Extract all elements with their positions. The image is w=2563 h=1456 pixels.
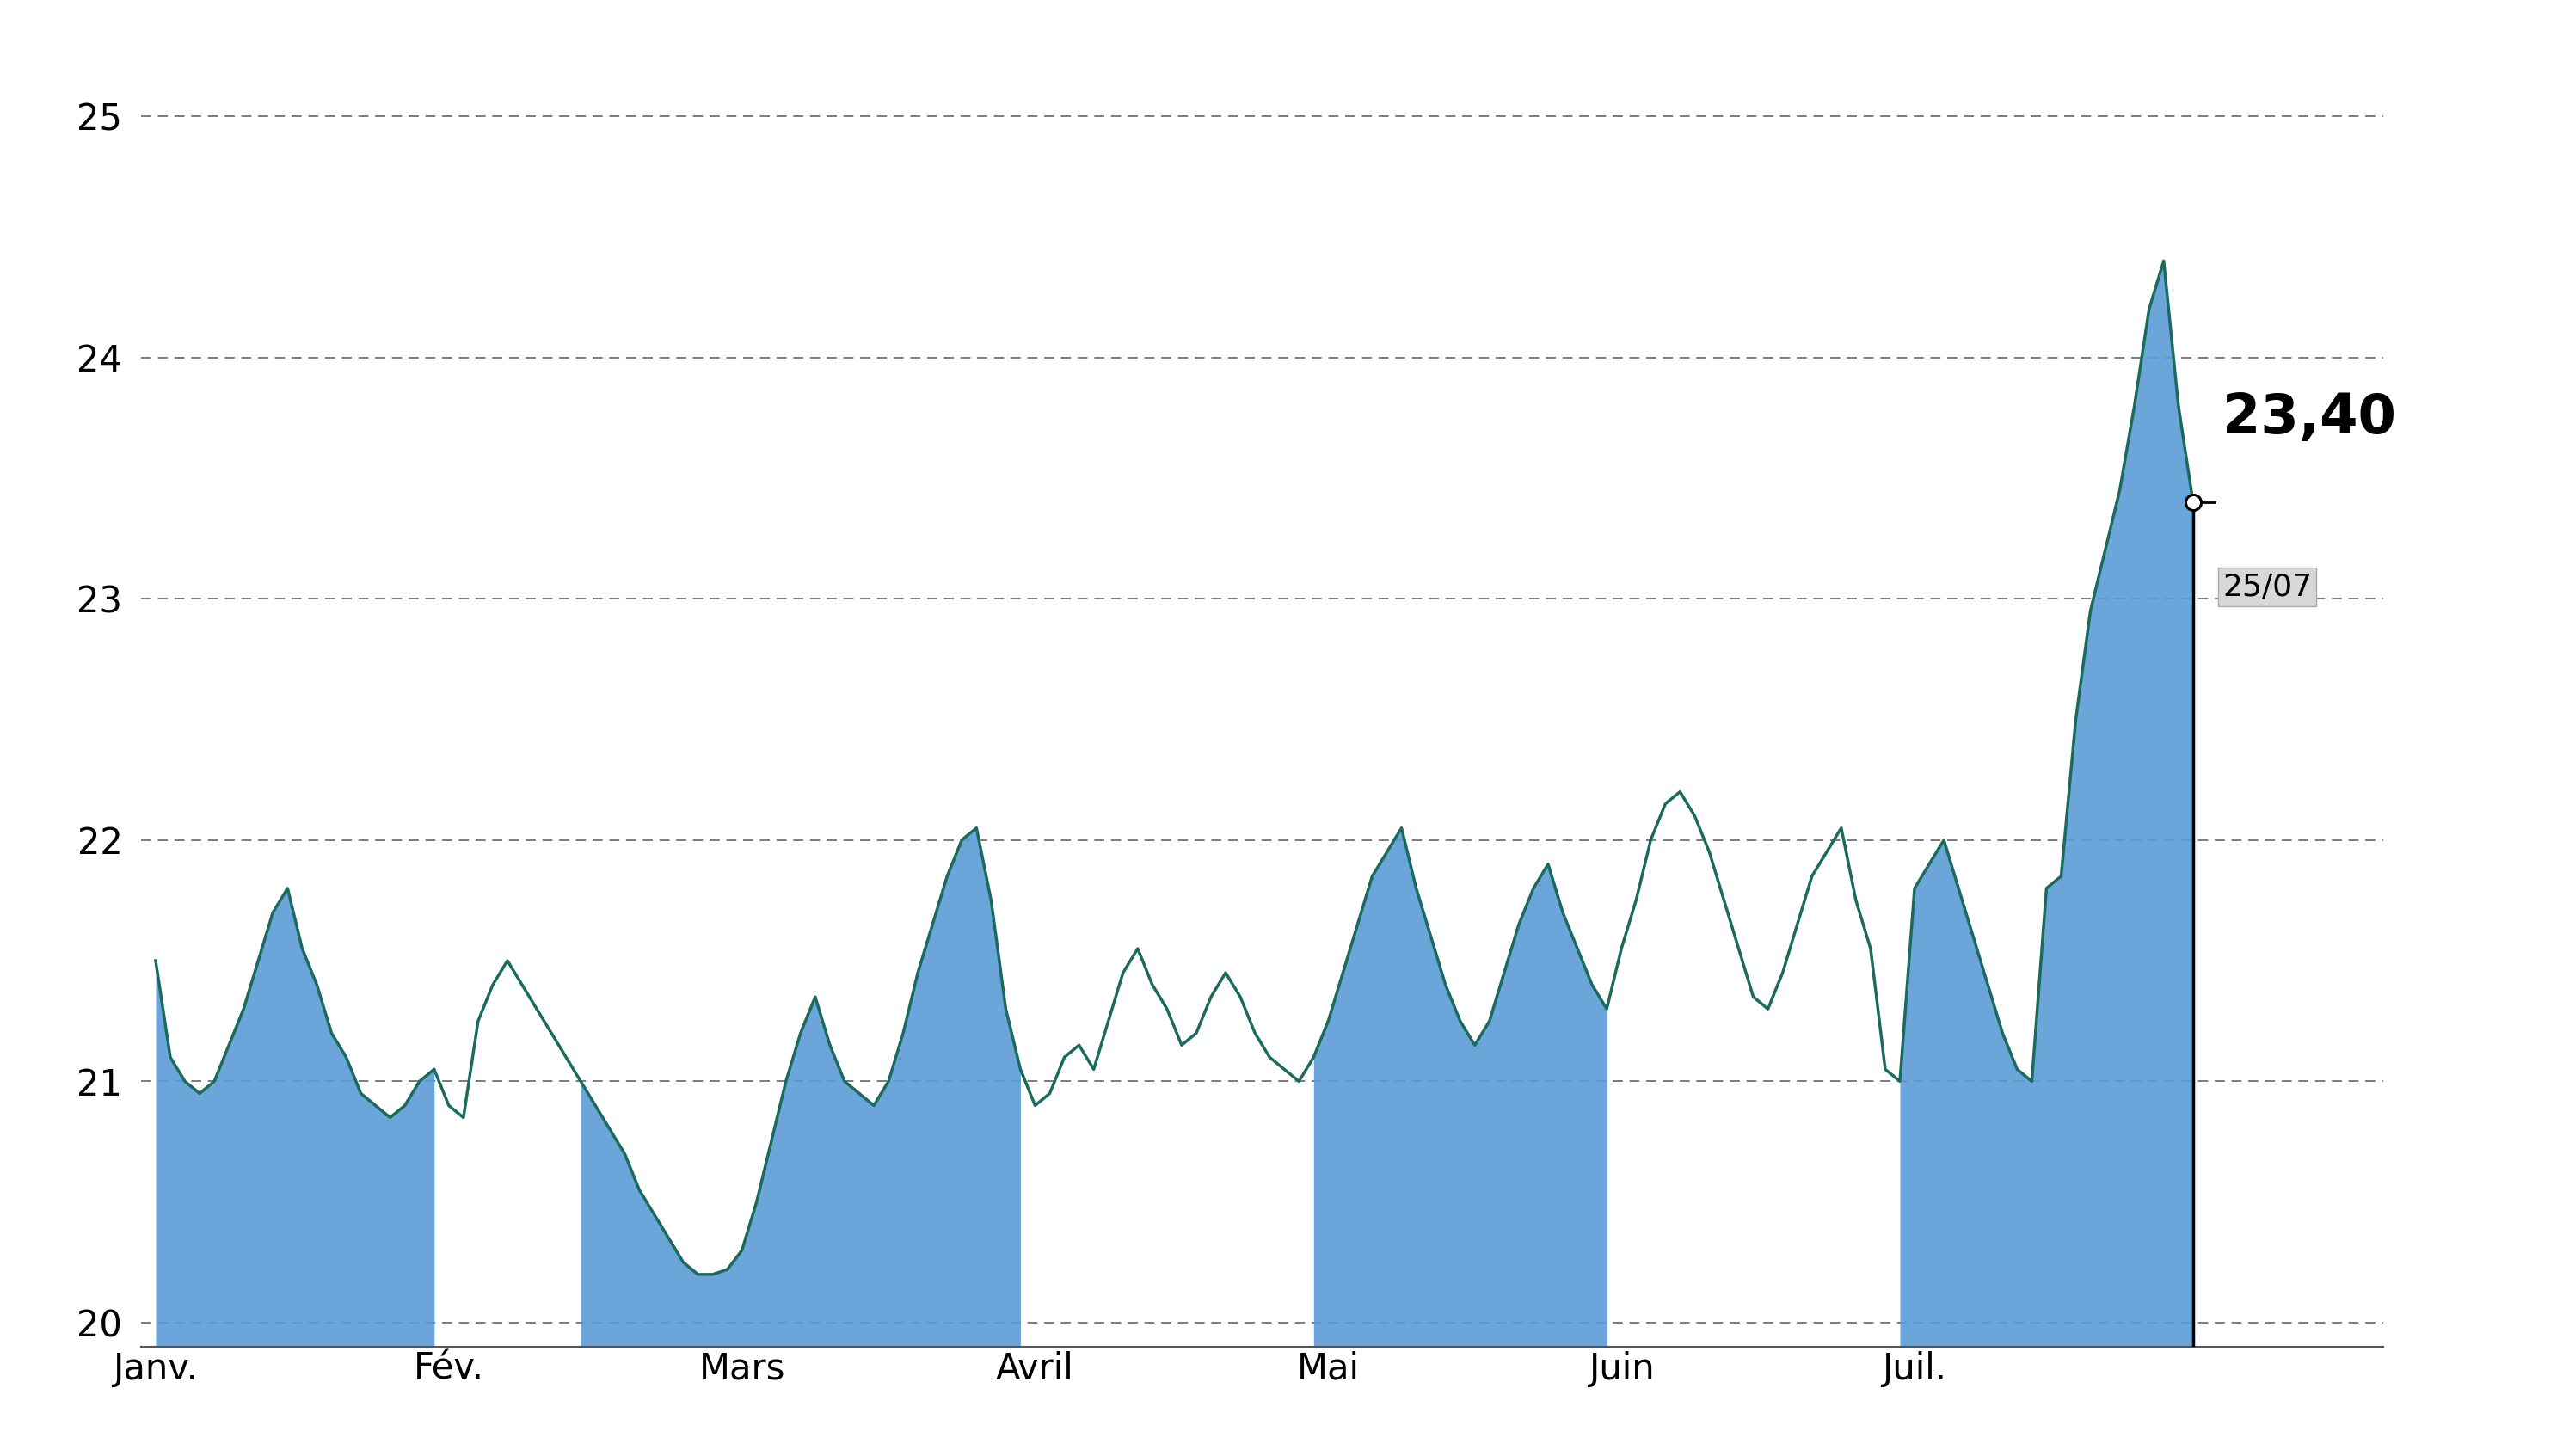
- Text: 23,40: 23,40: [2222, 392, 2396, 444]
- Text: TIKEHAU CAPITAL: TIKEHAU CAPITAL: [869, 28, 1694, 106]
- Text: 25/07: 25/07: [2222, 572, 2312, 601]
